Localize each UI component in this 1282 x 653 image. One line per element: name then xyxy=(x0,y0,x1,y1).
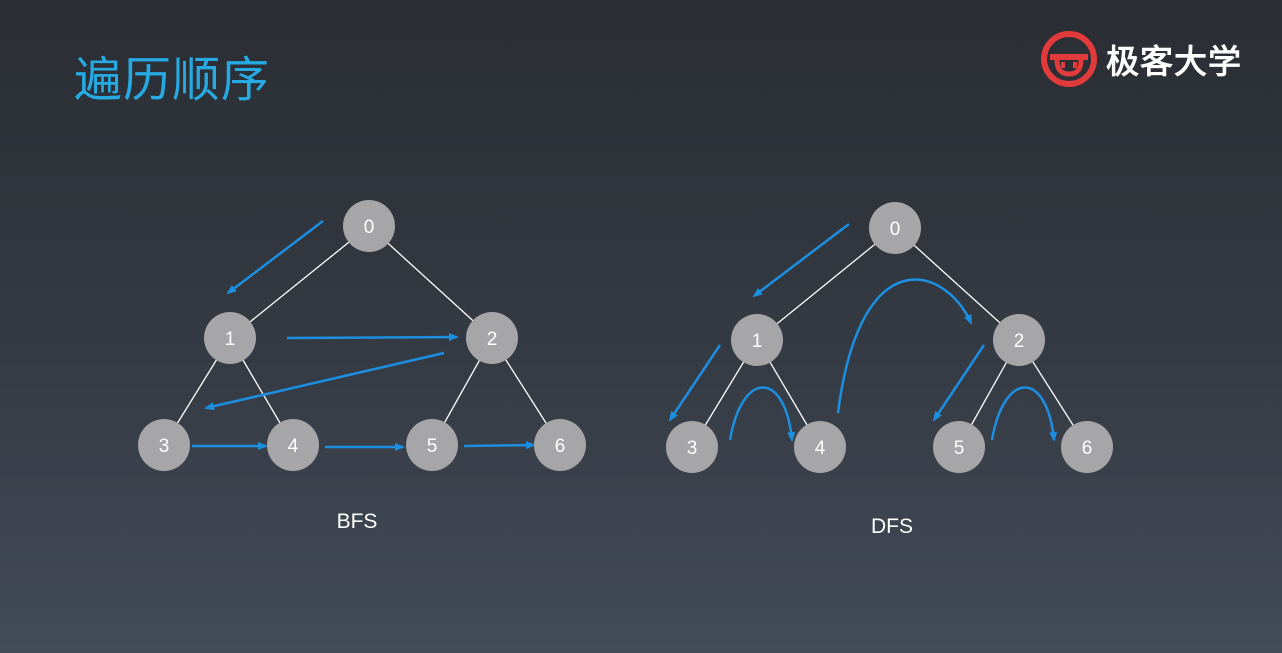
bfs-node-5: 5 xyxy=(406,419,458,471)
bfs-node-label: 4 xyxy=(288,436,299,457)
geekbang-logo-icon xyxy=(1041,31,1097,87)
dfs-caption: DFS xyxy=(871,515,913,538)
dfs-edge-0-2 xyxy=(894,227,1020,341)
dfs-arrow-3-to-4 xyxy=(728,386,796,442)
bfs-node-3: 3 xyxy=(138,419,190,471)
bfs-edge-0-2 xyxy=(368,225,493,339)
dfs-node-0: 0 xyxy=(869,202,921,254)
dfs-arrow-5-to-6 xyxy=(990,386,1058,442)
dfs-edge-0-1 xyxy=(756,227,896,341)
bfs-node-label: 0 xyxy=(364,217,375,238)
bfs-edge-0-1 xyxy=(229,225,370,339)
dfs-node-label: 3 xyxy=(687,438,698,459)
dfs-node-label: 4 xyxy=(815,438,826,459)
bfs-node-label: 3 xyxy=(159,436,170,457)
dfs-node-5: 5 xyxy=(933,421,985,473)
dfs-node-label: 6 xyxy=(1082,438,1093,459)
dfs-arrows xyxy=(668,223,1058,442)
bfs-node-4: 4 xyxy=(267,419,319,471)
bfs-node-6: 6 xyxy=(534,419,586,471)
bfs-node-2: 2 xyxy=(466,312,518,364)
bfs-node-label: 2 xyxy=(487,329,498,350)
dfs-node-6: 6 xyxy=(1061,421,1113,473)
dfs-node-label: 0 xyxy=(890,219,901,240)
dfs-arrow-1-to-3 xyxy=(668,344,722,422)
bfs-arrow-1-to-2 xyxy=(286,333,459,342)
dfs-arrow-2-to-5 xyxy=(932,344,986,422)
page-title: 遍历顺序 xyxy=(74,52,271,108)
dfs-tree: 0 1 2 3 4 5 6 DFS xyxy=(666,202,1113,538)
dfs-node-4: 4 xyxy=(794,421,846,473)
dfs-arrow-4-to-2 xyxy=(836,278,973,414)
bfs-node-label: 6 xyxy=(555,436,566,457)
dfs-node-label: 5 xyxy=(954,438,965,459)
dfs-arrow-0-to-1 xyxy=(752,223,850,298)
dfs-node-label: 1 xyxy=(752,331,763,352)
dfs-node-1: 1 xyxy=(731,314,783,366)
bfs-node-label: 5 xyxy=(427,436,438,457)
bfs-caption: BFS xyxy=(337,510,378,533)
dfs-node-2: 2 xyxy=(993,314,1045,366)
bfs-node-0: 0 xyxy=(343,200,395,252)
bfs-arrows xyxy=(192,220,536,451)
dfs-node-label: 2 xyxy=(1014,331,1025,352)
brand: 极客大学 xyxy=(1040,30,1242,88)
bfs-node-label: 1 xyxy=(225,329,236,350)
bfs-arrow-2-to-3 xyxy=(204,351,445,411)
dfs-node-3: 3 xyxy=(666,421,718,473)
brand-name: 极客大学 xyxy=(1106,42,1242,81)
bfs-tree: 0 1 2 3 4 5 6 BFS xyxy=(138,200,586,533)
bfs-node-1: 1 xyxy=(204,312,256,364)
bfs-arrow-0-to-1 xyxy=(226,220,324,295)
bfs-arrow-5-to-6 xyxy=(463,441,536,450)
